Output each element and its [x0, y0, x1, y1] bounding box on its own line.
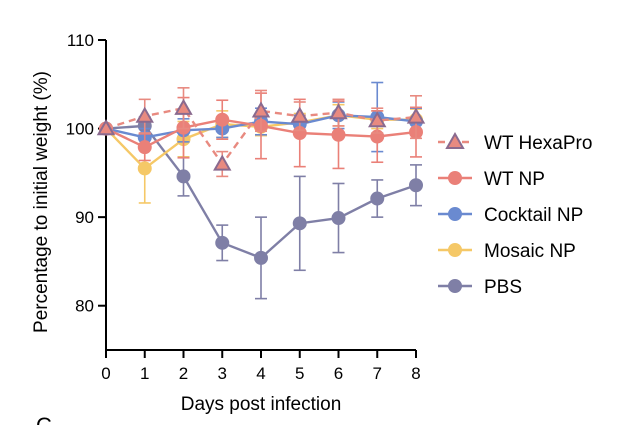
data-point	[251, 101, 271, 118]
legend: WT HexaPro WT NP Cocktail NP Mosaic NP PBS	[438, 131, 592, 298]
data-point	[213, 154, 232, 171]
x-tick-label: 2	[179, 364, 188, 383]
x-tick-label: 8	[411, 364, 420, 383]
data-point	[176, 169, 191, 184]
legend-label: Mosaic NP	[484, 241, 576, 262]
x-tick-label: 4	[256, 364, 265, 383]
x-tick-label: 6	[334, 364, 343, 383]
data-point	[254, 250, 268, 265]
data-point	[215, 235, 230, 250]
legend-marker	[448, 207, 462, 221]
legend-entry-mosaic-np: Mosaic NP	[438, 241, 576, 262]
legend-entry-cocktail-np: Cocktail NP	[438, 205, 583, 226]
x-tick-label: 3	[218, 364, 227, 383]
y-tick-label: 100	[66, 120, 94, 139]
legend-marker	[445, 131, 465, 149]
legend-marker	[448, 243, 462, 257]
series-wt-hexapro	[96, 87, 426, 178]
data-point	[215, 112, 230, 127]
x-tick-label: 5	[295, 364, 304, 383]
y-tick-label: 80	[75, 297, 94, 316]
legend-label: WT NP	[484, 169, 545, 190]
y-tick-label: 110	[67, 31, 94, 50]
legend-label: Cocktail NP	[484, 205, 583, 226]
legend-marker	[448, 171, 462, 185]
x-axis-title: Days post infection	[181, 394, 342, 415]
data-point	[292, 216, 307, 231]
axes: 80 90 100 110 0 1 2 3 4 5 6 7 8	[66, 31, 421, 383]
y-tick-label: 90	[75, 208, 94, 227]
data-point	[406, 107, 426, 124]
x-tick-label: 7	[373, 364, 382, 383]
y-axis-title: Percentage to initial weight (%)	[31, 71, 52, 333]
legend-entry-pbs: PBS	[438, 277, 522, 298]
data-point	[137, 161, 152, 176]
data-point	[137, 140, 152, 155]
legend-entry-wt-np: WT NP	[438, 169, 545, 190]
data-point	[135, 106, 154, 123]
data-point	[370, 191, 385, 206]
data-point	[174, 98, 193, 115]
legend-entry-wt-hexapro: WT HexaPro	[438, 131, 592, 154]
legend-label: PBS	[484, 277, 522, 298]
x-tick-label: 0	[101, 364, 110, 383]
panel-label: C	[36, 413, 52, 425]
series-line	[105, 106, 417, 167]
data-point	[331, 127, 346, 142]
legend-label: WT HexaPro	[484, 133, 592, 154]
data-point	[329, 103, 348, 120]
data-point	[368, 111, 387, 128]
legend-marker	[448, 279, 462, 293]
data-point	[409, 178, 423, 193]
data-point	[290, 106, 309, 123]
data-point	[331, 211, 346, 226]
data-point	[96, 119, 116, 136]
plot-area	[96, 81, 426, 300]
x-tick-label: 1	[140, 364, 149, 383]
